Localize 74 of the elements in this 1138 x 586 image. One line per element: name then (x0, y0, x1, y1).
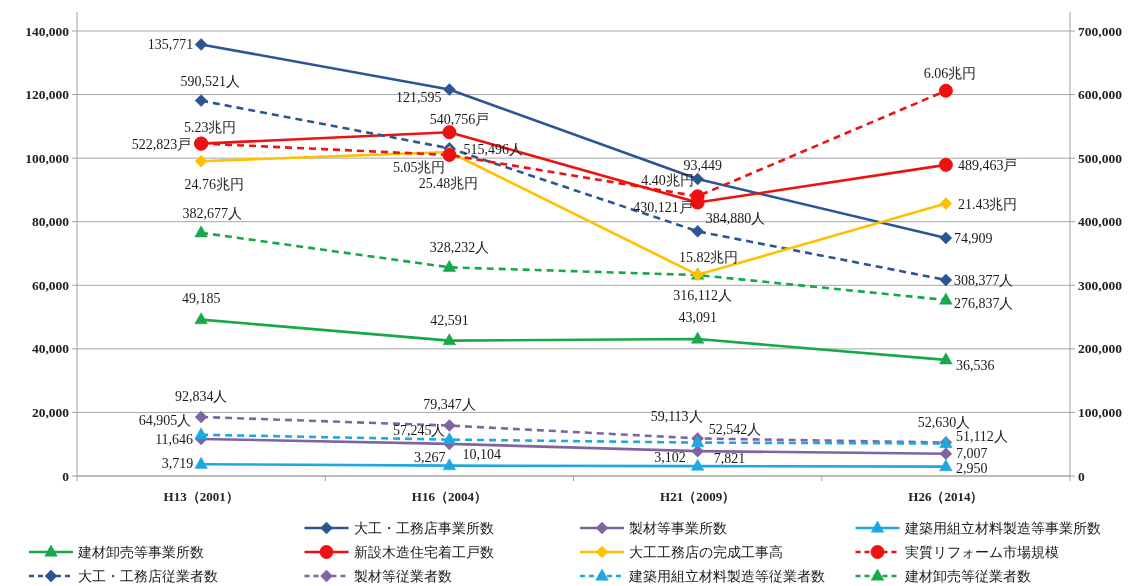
x-tick-label: H21（2009） (660, 489, 736, 504)
y2-tick-label: 0 (1078, 468, 1085, 484)
data-label: 276,837人 (953, 296, 1014, 312)
data-label: 489,463戸 (957, 157, 1018, 173)
data-label: 3,719 (161, 456, 194, 472)
x-tick-label: H16（2004） (411, 489, 487, 504)
data-label: 36,536 (955, 357, 995, 373)
data-label: 43,091 (678, 310, 717, 326)
y2-tick-label: 500,000 (1078, 150, 1123, 166)
data-label: 25.48兆円 (418, 176, 479, 192)
data-label: 15.82兆円 (678, 249, 739, 265)
x-tick-label: H13（2001） (163, 489, 239, 504)
y-tick-label: 0 (62, 468, 70, 484)
data-label: 3,267 (413, 449, 446, 465)
data-label: 6.06兆円 (923, 65, 977, 81)
y2-tick-label: 400,000 (1078, 214, 1123, 230)
data-label: 2,950 (955, 460, 988, 476)
y-tick-label: 80,000 (31, 214, 70, 230)
data-label: 92,834人 (174, 388, 228, 404)
legend-label: 建材卸売等事業所数 (77, 544, 204, 560)
y2-tick-label: 200,000 (1078, 341, 1123, 357)
data-label: 316,112人 (673, 288, 733, 304)
legend-label: 大工・工務店従業者数 (78, 568, 218, 584)
y2-tick-label: 600,000 (1078, 87, 1123, 103)
data-label: 59,113人 (650, 409, 703, 425)
legend-label: 新設木造住宅着工戸数 (353, 544, 494, 560)
y-tick-label: 100,000 (25, 150, 70, 166)
data-label: 52,542人 (708, 421, 762, 437)
data-label: 5.05兆円 (392, 159, 446, 175)
legend-label: 建築用組立材料製造等事業所数 (903, 520, 1101, 536)
data-label: 384,880人 (705, 211, 766, 227)
data-label: 430,121戸 (633, 199, 693, 215)
legend-label: 大工工務店の完成工事高 (629, 544, 783, 560)
x-tick-label: H26（2014） (908, 489, 984, 504)
data-label: 308,377人 (953, 272, 1014, 288)
data-label: 49,185 (181, 290, 221, 306)
data-label: 11,646 (155, 431, 194, 447)
data-label: 51,112人 (955, 428, 1008, 444)
y2-tick-label: 100,000 (1078, 404, 1123, 420)
data-label: 52,630人 (917, 414, 971, 430)
data-label: 7,007 (955, 445, 988, 461)
data-label: 328,232人 (429, 240, 490, 256)
legend-label: 建材卸売等従業者数 (903, 568, 1031, 584)
data-label: 64,905人 (138, 412, 192, 428)
data-label: 3,102 (654, 450, 686, 466)
data-label: 79,347人 (423, 396, 476, 412)
y2-tick-label: 300,000 (1078, 277, 1123, 293)
data-label: 4.40兆円 (641, 173, 694, 189)
data-label: 42,591 (430, 312, 469, 328)
data-label: 93,449 (683, 157, 722, 173)
legend-label: 製材等従業者数 (353, 568, 452, 584)
y-tick-label: 20,000 (31, 404, 70, 420)
data-label: 135,771 (147, 37, 194, 53)
data-label: 540,756戸 (429, 112, 490, 128)
y-tick-label: 60,000 (31, 277, 70, 293)
data-label: 121,595 (395, 89, 442, 105)
y-tick-label: 120,000 (25, 87, 70, 103)
data-label: 5.23兆円 (183, 119, 237, 135)
y-tick-label: 140,000 (25, 23, 70, 39)
legend-label: 大工・工務店事業所数 (353, 520, 494, 536)
legend-label: 製材等事業所数 (629, 520, 727, 536)
data-label: 522,823戸 (131, 136, 192, 152)
data-label: 10,104 (462, 446, 501, 462)
y2-tick-label: 700,000 (1078, 23, 1123, 39)
data-label: 74,909 (953, 230, 993, 246)
data-label: 382,677人 (182, 205, 242, 221)
y-tick-label: 40,000 (31, 341, 70, 357)
legend-label: 実質リフォーム市場規模 (904, 544, 1059, 560)
data-label: 590,521人 (180, 73, 240, 89)
data-label: 24.76兆円 (184, 177, 244, 193)
data-label: 21.43兆円 (957, 196, 1018, 212)
data-label: 57,245人 (392, 422, 446, 438)
legend-label: 建築用組立材料製造等従業者数 (628, 568, 825, 584)
data-label: 7,821 (713, 451, 746, 467)
